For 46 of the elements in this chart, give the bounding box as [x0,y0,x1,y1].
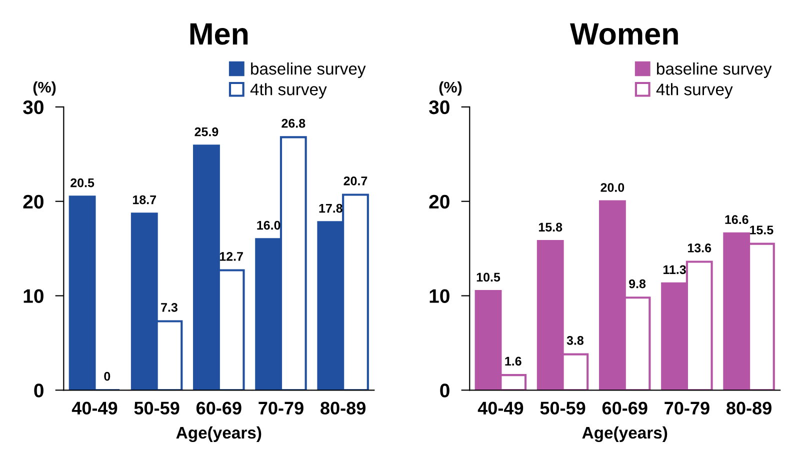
data-label: 16.6 [725,215,748,224]
data-label: 26.8 [282,118,306,128]
x-tick-label: 80-89 [320,402,366,415]
data-label: 20.7 [344,176,368,186]
data-label: 25.9 [194,127,218,136]
data-label: 1.6 [505,356,522,366]
legend-label: baseline survey [657,62,772,78]
data-label: 20.0 [600,183,624,192]
data-label: 0 [104,372,110,381]
data-label: 15.5 [750,226,774,234]
y-tick-label: 20 [23,194,44,209]
x-tick-label: 70-79 [258,402,304,415]
x-tick-label: 80-89 [726,402,772,415]
data-label: 13.6 [688,244,712,252]
data-label: 7.3 [161,302,178,312]
y-axis-title: (%) [33,81,56,96]
data-label: 20.5 [70,178,94,188]
x-tick-label: 60-69 [196,402,242,415]
chart-title: Men [190,23,248,45]
data-label: 10.5 [476,272,500,282]
y-tick-label: 10 [24,289,44,303]
legend-label: baseline survey [251,62,366,78]
x-axis-title: Age(years) [176,426,262,442]
y-tick-label: 30 [429,100,450,114]
x-tick-label: 70-79 [664,402,710,415]
data-label: 9.8 [629,279,646,288]
chart-title: Women [570,23,678,45]
data-label: 12.7 [220,252,243,261]
x-tick-label: 60-69 [602,402,648,415]
y-axis-title: (%) [439,81,462,96]
y-tick-label: 10 [430,289,450,303]
y-tick-label: 0 [34,384,44,398]
x-tick-label: 50-59 [134,402,180,415]
x-tick-label: 40-49 [478,402,524,415]
y-tick-label: 0 [440,384,450,398]
y-tick-label: 20 [429,194,450,209]
legend-label: 4th survey [656,83,733,99]
x-axis-title: Age(years) [582,426,668,442]
x-tick-label: 50-59 [540,402,586,415]
x-tick-label: 40-49 [72,402,118,415]
data-label: 11.3 [664,265,686,274]
data-label: 15.8 [538,222,562,232]
y-tick-label: 30 [23,100,44,114]
data-label: 3.8 [566,336,584,345]
data-label: 18.7 [133,195,156,204]
legend-label: 4th survey [250,83,327,99]
